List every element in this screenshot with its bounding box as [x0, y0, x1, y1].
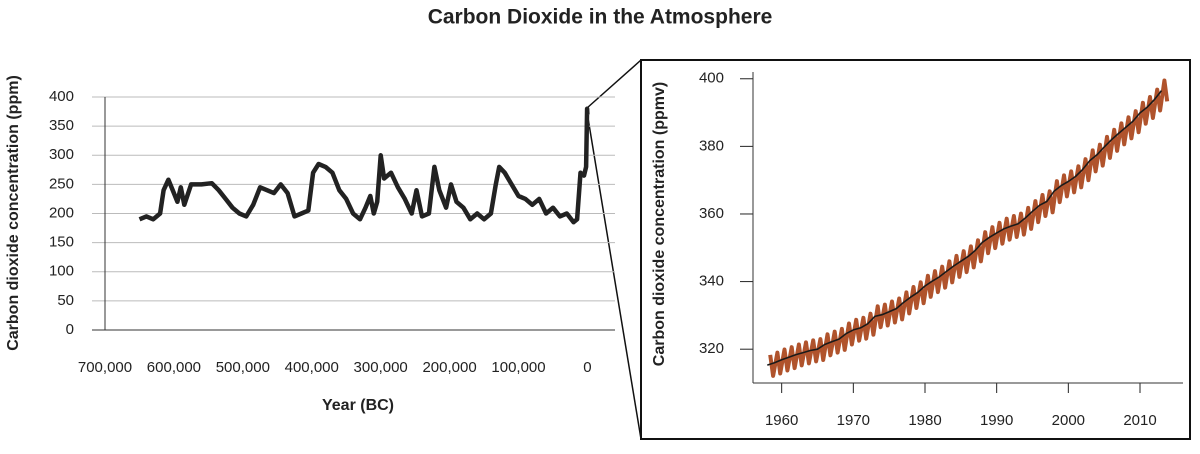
- x-tick-label: 300,000: [354, 359, 408, 376]
- y-tick-label: 400: [699, 70, 724, 87]
- y-tick-label: 100: [49, 263, 74, 280]
- y-tick-label: 400: [49, 88, 74, 105]
- inset-frame: [640, 59, 1191, 440]
- x-tick-label: 400,000: [285, 359, 339, 376]
- x-tick-label: 0: [583, 359, 591, 376]
- data-line: [767, 90, 1163, 366]
- y-tick-label: 50: [57, 292, 74, 309]
- y-axis-label: Carbon dioxide concentration (ppm): [5, 75, 22, 351]
- x-tick-label: 2010: [1123, 412, 1156, 429]
- y-tick-label: 350: [49, 117, 74, 134]
- x-tick-label: 500,000: [216, 359, 270, 376]
- data-line: [768, 78, 1170, 378]
- y-axis-label: Carbon dioxide concentration (ppmv): [651, 82, 668, 366]
- zoom-connector: [586, 59, 642, 109]
- x-tick-label: 2000: [1052, 412, 1085, 429]
- x-tick-label: 1990: [980, 412, 1013, 429]
- x-tick-label: 1970: [837, 412, 870, 429]
- data-line: [138, 106, 590, 225]
- x-tick-label: 200,000: [422, 359, 476, 376]
- zoom-connector: [586, 111, 642, 440]
- x-tick-label: 700,000: [78, 359, 132, 376]
- x-tick-label: 1960: [765, 412, 798, 429]
- y-tick-label: 380: [699, 137, 724, 154]
- chart-title: Carbon Dioxide in the Atmosphere: [428, 6, 773, 29]
- x-tick-label: 1980: [908, 412, 941, 429]
- y-tick-label: 300: [49, 146, 74, 163]
- y-tick-label: 0: [66, 321, 74, 338]
- y-tick-label: 200: [49, 204, 74, 221]
- y-tick-label: 360: [699, 205, 724, 222]
- y-tick-label: 340: [699, 273, 724, 290]
- x-tick-label: 100,000: [491, 359, 545, 376]
- x-axis-label: Year (BC): [322, 397, 394, 414]
- y-tick-label: 250: [49, 175, 74, 192]
- y-tick-label: 150: [49, 234, 74, 251]
- x-tick-label: 600,000: [147, 359, 201, 376]
- y-tick-label: 320: [699, 340, 724, 357]
